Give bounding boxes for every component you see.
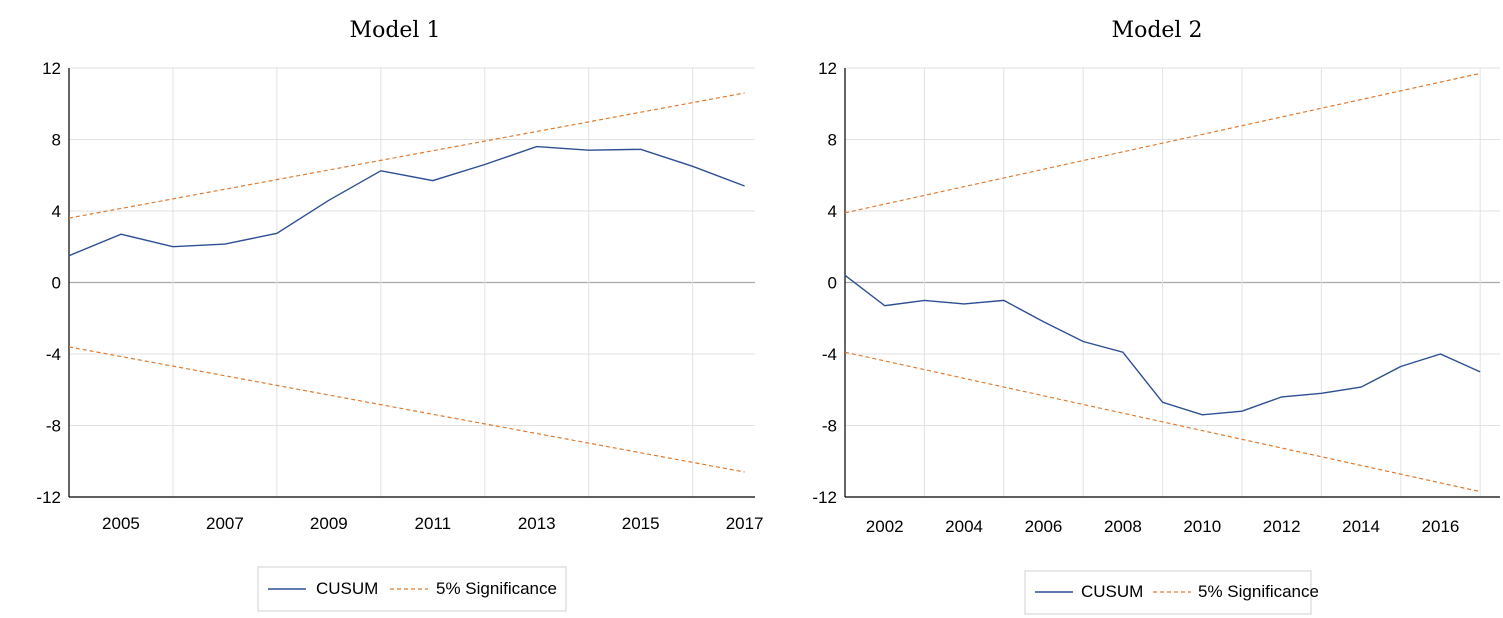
y-tick-label: -4 [46, 345, 61, 364]
x-tick-label: 2015 [622, 514, 660, 533]
grid-layer [68, 67, 755, 498]
legend-cusum-label: CUSUM [1081, 582, 1143, 601]
x-tick-label: 2002 [866, 517, 904, 536]
y-tick-label: -4 [822, 345, 837, 364]
x-tick-label: 2008 [1104, 517, 1142, 536]
chart-title: Model 1 [350, 18, 441, 43]
x-tick-label: 2012 [1263, 517, 1301, 536]
legend-cusum-label: CUSUM [316, 579, 378, 598]
grid-layer [844, 67, 1500, 498]
x-tick-label: 2010 [1183, 517, 1221, 536]
significance-bound-line [68, 346, 745, 473]
legend: CUSUM 5% Significance [1024, 570, 1319, 615]
significance-bound-line [68, 92, 745, 219]
x-tick-label: 2013 [518, 514, 556, 533]
chart-model-1: Model 1 12 8 4 0 -4 -8 -12 2005 2007 2009 2011 2013… [36, 18, 764, 612]
axes-layer: 12 8 4 0 -4 -8 -12 2002 2004 2006 2008 2010 2012 2014… [812, 59, 1500, 536]
y-tick-label: -8 [46, 417, 61, 436]
y-tick-label: 4 [828, 202, 837, 221]
cusum-line [844, 274, 1481, 416]
significance-bound-line [844, 72, 1481, 214]
x-tick-label: 2004 [945, 517, 983, 536]
chart-model-2: Model 2 12 8 4 0 -4 -8 -12 2002 2004 2006 2008 2010… [812, 18, 1500, 615]
legend: CUSUM 5% Significance [257, 566, 567, 612]
y-tick-label: -8 [822, 417, 837, 436]
chart-title: Model 2 [1112, 18, 1203, 43]
y-tick-label: 8 [828, 131, 837, 150]
x-tick-label: 2007 [206, 514, 244, 533]
x-tick-label: 2014 [1342, 517, 1380, 536]
x-tick-label: 2006 [1025, 517, 1063, 536]
y-tick-label: 12 [818, 59, 837, 78]
x-tick-label: 2009 [310, 514, 348, 533]
y-tick-label: 4 [52, 202, 61, 221]
x-tick-label: 2017 [726, 514, 764, 533]
legend-significance-label: 5% Significance [1198, 582, 1319, 601]
y-tick-label: 12 [42, 59, 61, 78]
axes-layer: 12 8 4 0 -4 -8 -12 2005 2007 2009 2011 2013 2015 2017 [36, 59, 763, 533]
y-tick-label: 0 [52, 274, 61, 293]
y-tick-label: -12 [812, 488, 837, 507]
y-tick-label: 8 [52, 131, 61, 150]
x-tick-label: 2005 [102, 514, 140, 533]
cusum-line [68, 145, 745, 257]
y-tick-label: 0 [828, 274, 837, 293]
series-layer [844, 72, 1481, 493]
x-tick-label: 2011 [415, 514, 452, 533]
series-layer [68, 92, 745, 473]
x-tick-label: 2016 [1422, 517, 1460, 536]
significance-bound-line [844, 351, 1481, 493]
y-tick-label: -12 [36, 488, 61, 507]
legend-significance-label: 5% Significance [436, 579, 557, 598]
